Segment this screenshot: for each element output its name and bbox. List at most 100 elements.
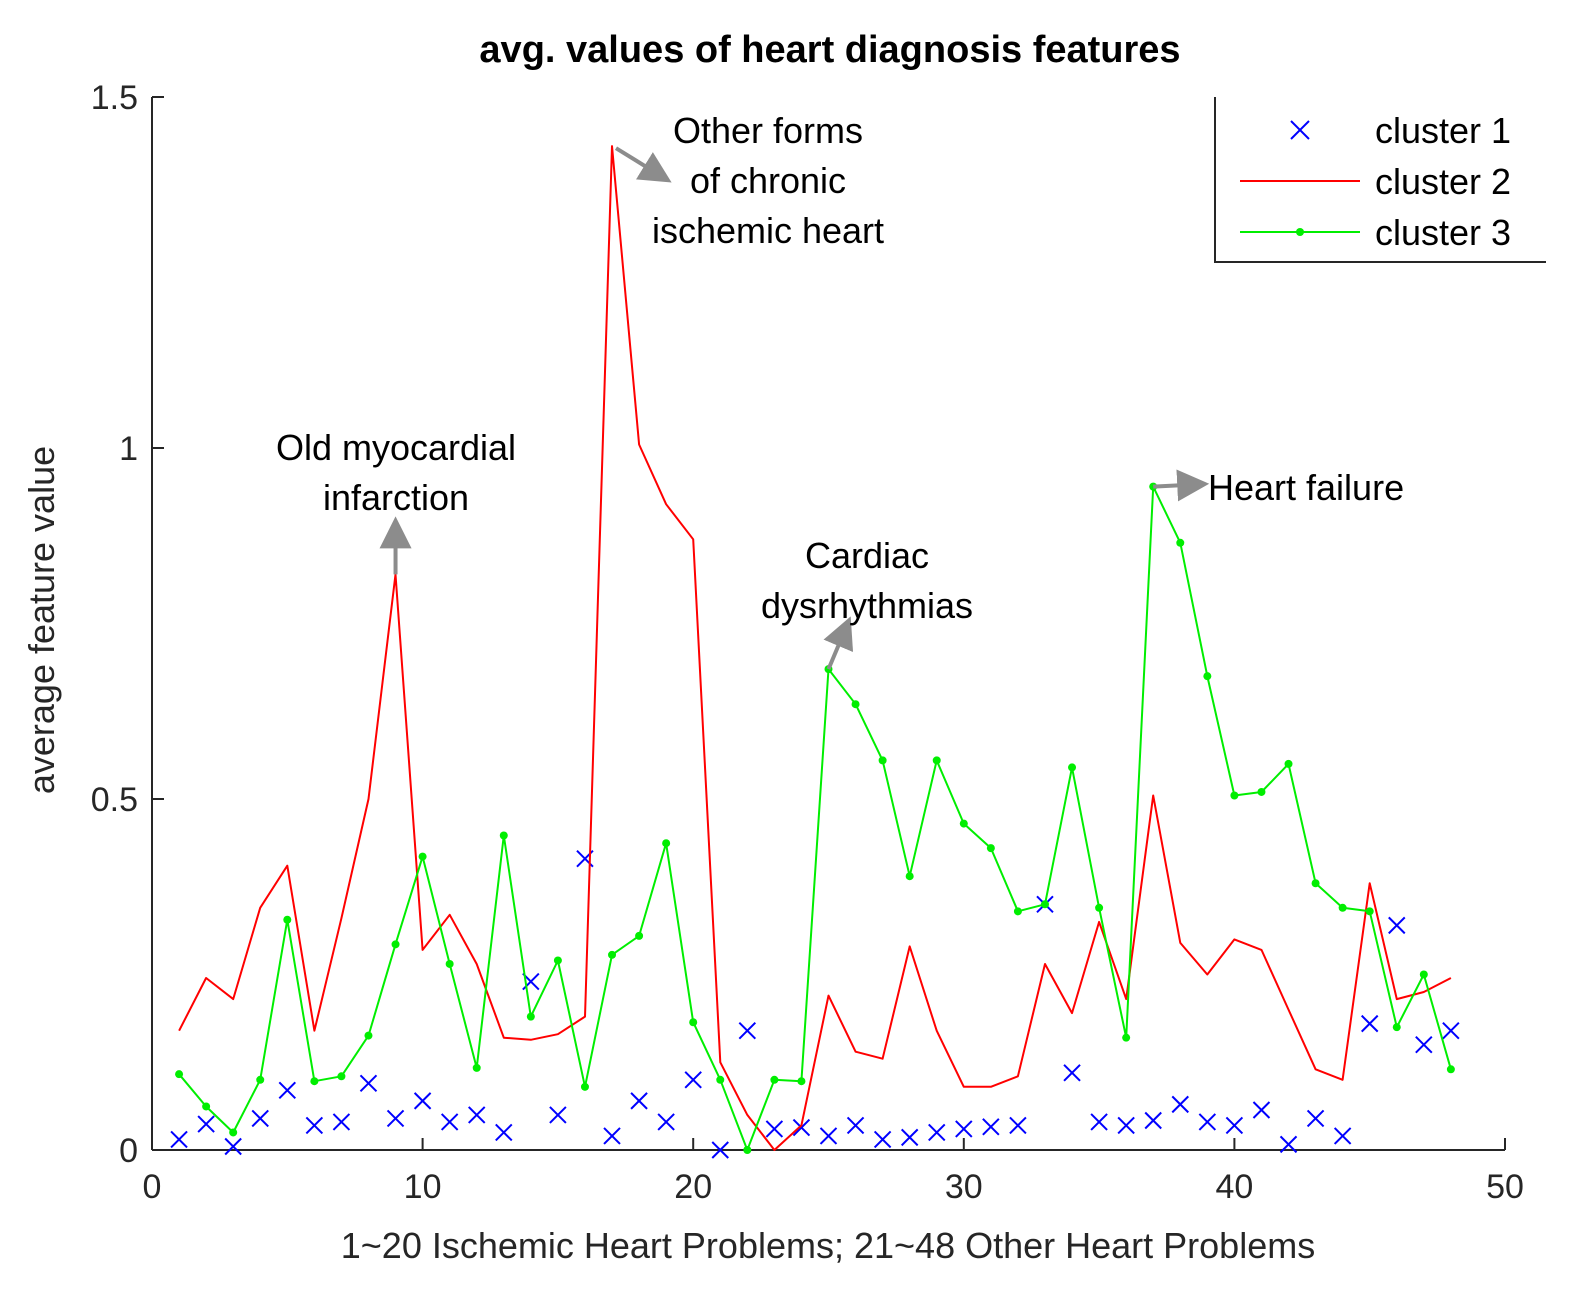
legend-item-cluster-1: cluster 1 (1290, 110, 1511, 151)
annotation-line: Cardiac (805, 535, 929, 576)
annotation-text: Heart failure (1208, 467, 1404, 508)
legend-marker (1290, 120, 1310, 140)
annotation-arrow (614, 146, 672, 183)
data-point (418, 852, 427, 861)
data-point (1338, 903, 1347, 912)
data-point (873, 1130, 892, 1149)
series-cluster-1 (170, 849, 1460, 1159)
data-point (1117, 1116, 1135, 1135)
y-axis-label: average feature value (21, 446, 62, 794)
x-tick-label: 50 (1486, 1168, 1524, 1206)
data-point (955, 1120, 973, 1138)
data-point (499, 831, 508, 840)
annotation-line: Old myocardial (276, 427, 516, 468)
data-point (1279, 1135, 1298, 1154)
legend-box (1214, 97, 1546, 263)
annotation-3: Cardiac dysrhythmias (761, 535, 973, 670)
data-point (526, 1012, 535, 1021)
annotation-text: Cardiac dysrhythmias (761, 535, 973, 626)
data-point (630, 1092, 648, 1110)
data-point (982, 1118, 1000, 1136)
data-point (305, 1116, 324, 1135)
data-point (332, 1113, 351, 1131)
data-point (765, 1120, 784, 1138)
data-point (1198, 1113, 1217, 1131)
annotation-2: Other forms of chronic ischemic heart (614, 110, 884, 251)
series-line-cluster-3 (178, 485, 1452, 1151)
data-point (900, 1128, 919, 1147)
data-point (1306, 1109, 1325, 1128)
data-point (1365, 907, 1374, 916)
y-ticks: 0 0.5 1 1.5 (91, 79, 164, 1170)
data-point (224, 1137, 242, 1156)
data-point (1063, 1064, 1081, 1082)
data-point (445, 959, 454, 968)
data-point (1442, 1021, 1460, 1040)
data-point (1009, 1116, 1027, 1135)
data-point (1095, 903, 1104, 912)
y-tick-label: 1 (119, 430, 138, 468)
data-point (337, 1072, 346, 1081)
x-tick-label: 0 (143, 1168, 162, 1206)
x-ticks: 0 10 20 30 40 50 (143, 1138, 1524, 1206)
y-tick-label: 1.5 (91, 79, 138, 117)
data-point (1388, 916, 1406, 935)
annotation-line: Other forms (673, 110, 863, 151)
data-point (1122, 1033, 1131, 1042)
annotation-text: Other forms of chronic ischemic heart (652, 110, 884, 251)
data-point (689, 1018, 698, 1027)
legend-label: cluster 3 (1375, 212, 1511, 253)
data-point (468, 1106, 486, 1124)
series-layer (170, 145, 1460, 1159)
data-point (608, 950, 617, 959)
series-line-cluster-2 (178, 145, 1452, 1151)
data-point (386, 1109, 405, 1128)
data-point (986, 844, 995, 853)
data-point (1360, 1014, 1379, 1033)
legend-label: cluster 2 (1375, 161, 1511, 202)
annotation-text: Old myocardial infarction (276, 427, 516, 518)
legend-marker (1296, 228, 1304, 236)
data-point (1415, 1035, 1433, 1054)
data-point (1171, 1095, 1189, 1114)
data-point (1333, 1127, 1352, 1145)
annotation-line: dysrhythmias (761, 585, 973, 626)
data-point (797, 1077, 806, 1086)
annotation-4: Heart failure (1153, 467, 1404, 508)
data-point (1090, 1113, 1108, 1131)
data-point (743, 1146, 752, 1154)
legend: cluster 1 cluster 2 cluster 3 (1214, 97, 1546, 263)
legend-item-cluster-3: cluster 3 (1240, 212, 1511, 253)
data-point (391, 940, 400, 949)
data-point (1144, 1111, 1162, 1130)
series-cluster-3 (175, 482, 1455, 1154)
data-point (716, 1075, 725, 1084)
data-point (256, 1075, 265, 1084)
annotation-line: infarction (323, 477, 469, 518)
x-tick-label: 30 (945, 1168, 983, 1206)
x-tick-label: 40 (1215, 1168, 1253, 1206)
data-point (878, 756, 887, 765)
annotation-line: ischemic heart (652, 210, 884, 251)
annotation-arrow (823, 616, 854, 670)
data-point (1203, 672, 1212, 681)
data-point (580, 1082, 589, 1091)
data-point (635, 931, 644, 940)
data-point (819, 1127, 838, 1145)
data-point (770, 1075, 779, 1084)
data-point (251, 1109, 269, 1128)
data-point (283, 915, 292, 924)
y-tick-label: 0 (119, 1132, 138, 1170)
data-point (662, 839, 671, 848)
data-point (1446, 1065, 1455, 1074)
data-point (1040, 900, 1049, 909)
data-point (959, 819, 968, 828)
data-point (792, 1118, 811, 1137)
data-point (928, 1123, 946, 1142)
data-point (202, 1102, 211, 1111)
data-point (175, 1070, 184, 1079)
x-axis-label: 1~20 Ischemic Heart Problems; 21~48 Othe… (341, 1225, 1315, 1266)
x-tick-label: 10 (404, 1168, 442, 1206)
y-tick-label: 0.5 (91, 781, 138, 819)
